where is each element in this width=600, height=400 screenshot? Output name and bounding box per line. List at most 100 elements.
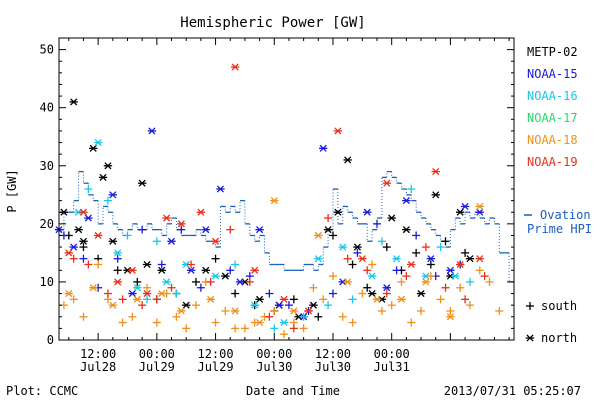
- point-noaa-18-south: [69, 295, 78, 304]
- point-noaa-19-south: [382, 289, 391, 298]
- point-noaa-15-north: [475, 208, 484, 216]
- point-metp-02-north: [74, 226, 83, 234]
- legend-marker-north: [525, 334, 535, 342]
- point-metp-02-south: [289, 295, 298, 304]
- point-noaa-18-south: [143, 283, 152, 292]
- plot-frame: [58, 37, 515, 341]
- x-tick-date-label: Jul31: [374, 360, 410, 374]
- point-metp-02-north: [69, 98, 78, 106]
- x-axis-label: Date and Time: [246, 384, 340, 398]
- point-noaa-18-south: [358, 289, 367, 298]
- point-noaa-15-south: [353, 248, 362, 257]
- point-noaa-15-north: [69, 243, 78, 251]
- point-metp-02-south: [314, 312, 323, 321]
- point-noaa-15-south: [265, 289, 274, 298]
- point-noaa-16-north: [250, 301, 259, 309]
- point-metp-02-north: [103, 162, 113, 170]
- point-noaa-19-north: [162, 214, 171, 222]
- point-metp-02-north: [201, 266, 210, 274]
- point-noaa-16-south: [84, 185, 93, 193]
- point-noaa-19-north: [230, 63, 240, 71]
- point-noaa-18-south: [407, 318, 416, 327]
- point-metp-02-south: [191, 277, 200, 286]
- point-metp-02-south: [382, 243, 391, 252]
- point-metp-02-south: [79, 243, 88, 252]
- point-noaa-18-south: [397, 277, 406, 286]
- point-noaa-15-north: [108, 191, 118, 199]
- point-noaa-18-south: [118, 318, 127, 327]
- point-noaa-16-south: [152, 237, 161, 246]
- point-noaa-18-south: [417, 306, 426, 315]
- x-tick-time-label: 12:00: [80, 347, 116, 361]
- point-noaa-18-north: [157, 289, 166, 298]
- point-noaa-16-south: [324, 301, 333, 310]
- point-noaa-15-north: [382, 284, 391, 292]
- point-metp-02-south: [348, 260, 357, 269]
- point-noaa-19-south: [103, 289, 112, 298]
- point-metp-02-north: [465, 255, 475, 263]
- legend-item-noaa-17: NOAA-17: [527, 111, 578, 125]
- point-noaa-19-south: [324, 214, 333, 223]
- point-noaa-15-north: [363, 208, 372, 216]
- point-noaa-18-north: [64, 289, 73, 298]
- point-noaa-18-north: [475, 202, 484, 210]
- point-noaa-19-south: [206, 277, 215, 286]
- point-noaa-18-south: [280, 330, 289, 339]
- point-noaa-18-south: [495, 306, 504, 315]
- point-noaa-15-north: [235, 278, 245, 286]
- point-noaa-19-south: [84, 260, 93, 269]
- point-noaa-19-north: [455, 260, 465, 269]
- point-noaa-18-south: [338, 312, 347, 321]
- point-noaa-19-south: [265, 312, 274, 321]
- point-noaa-19-south: [167, 283, 176, 292]
- point-noaa-16-south: [172, 289, 181, 298]
- point-metp-02-north: [333, 208, 343, 216]
- point-noaa-16-south: [299, 312, 308, 321]
- point-noaa-19-north: [196, 208, 206, 216]
- point-metp-02-north: [157, 266, 166, 274]
- point-metp-02-north: [79, 237, 88, 245]
- x-tick-time-label: 00:00: [256, 347, 292, 361]
- point-noaa-16-north: [451, 272, 460, 280]
- point-noaa-19-south: [289, 324, 298, 333]
- point-noaa-15-north: [460, 202, 470, 210]
- point-noaa-18-south: [446, 306, 455, 315]
- legend-item-noaa-15: NOAA-15: [527, 67, 578, 81]
- point-metp-02-north: [89, 144, 98, 152]
- point-noaa-18-south: [475, 266, 484, 275]
- point-metp-02-north: [142, 260, 152, 269]
- point-noaa-18-north: [255, 319, 264, 327]
- point-noaa-16-south: [348, 295, 357, 304]
- x-tick-date-label: Jul30: [256, 360, 292, 374]
- y-tick-label: 10: [40, 275, 54, 289]
- point-noaa-18-south: [485, 277, 494, 286]
- point-noaa-15-north: [274, 301, 284, 309]
- point-noaa-18-south: [221, 306, 230, 315]
- legend-marker-label: north: [541, 331, 577, 345]
- point-noaa-15-south: [79, 254, 88, 263]
- point-noaa-16-south: [270, 324, 279, 333]
- point-noaa-19-south: [245, 277, 254, 286]
- point-noaa-15-south: [226, 266, 235, 275]
- y-tick-label: 50: [40, 43, 54, 57]
- point-noaa-18-north: [343, 278, 352, 286]
- point-noaa-15-north: [147, 127, 157, 135]
- point-metp-02-north: [221, 272, 230, 280]
- point-noaa-19-north: [64, 249, 73, 257]
- point-noaa-15-south: [196, 283, 205, 292]
- point-noaa-18-south: [191, 301, 200, 310]
- point-metp-02-south: [363, 283, 372, 292]
- point-noaa-18-south: [328, 272, 337, 281]
- point-noaa-19-north: [431, 168, 440, 176]
- point-metp-02-north: [255, 295, 264, 303]
- point-noaa-18-south: [270, 306, 279, 315]
- data-points: [54, 63, 504, 339]
- point-metp-02-south: [211, 254, 220, 263]
- point-noaa-19-north: [177, 220, 186, 228]
- point-noaa-19-north: [358, 255, 367, 263]
- point-noaa-19-north: [93, 231, 103, 240]
- point-noaa-15-north: [128, 289, 137, 298]
- point-noaa-18-south: [94, 260, 103, 269]
- point-noaa-19-north: [113, 278, 122, 286]
- point-noaa-19-south: [402, 272, 411, 281]
